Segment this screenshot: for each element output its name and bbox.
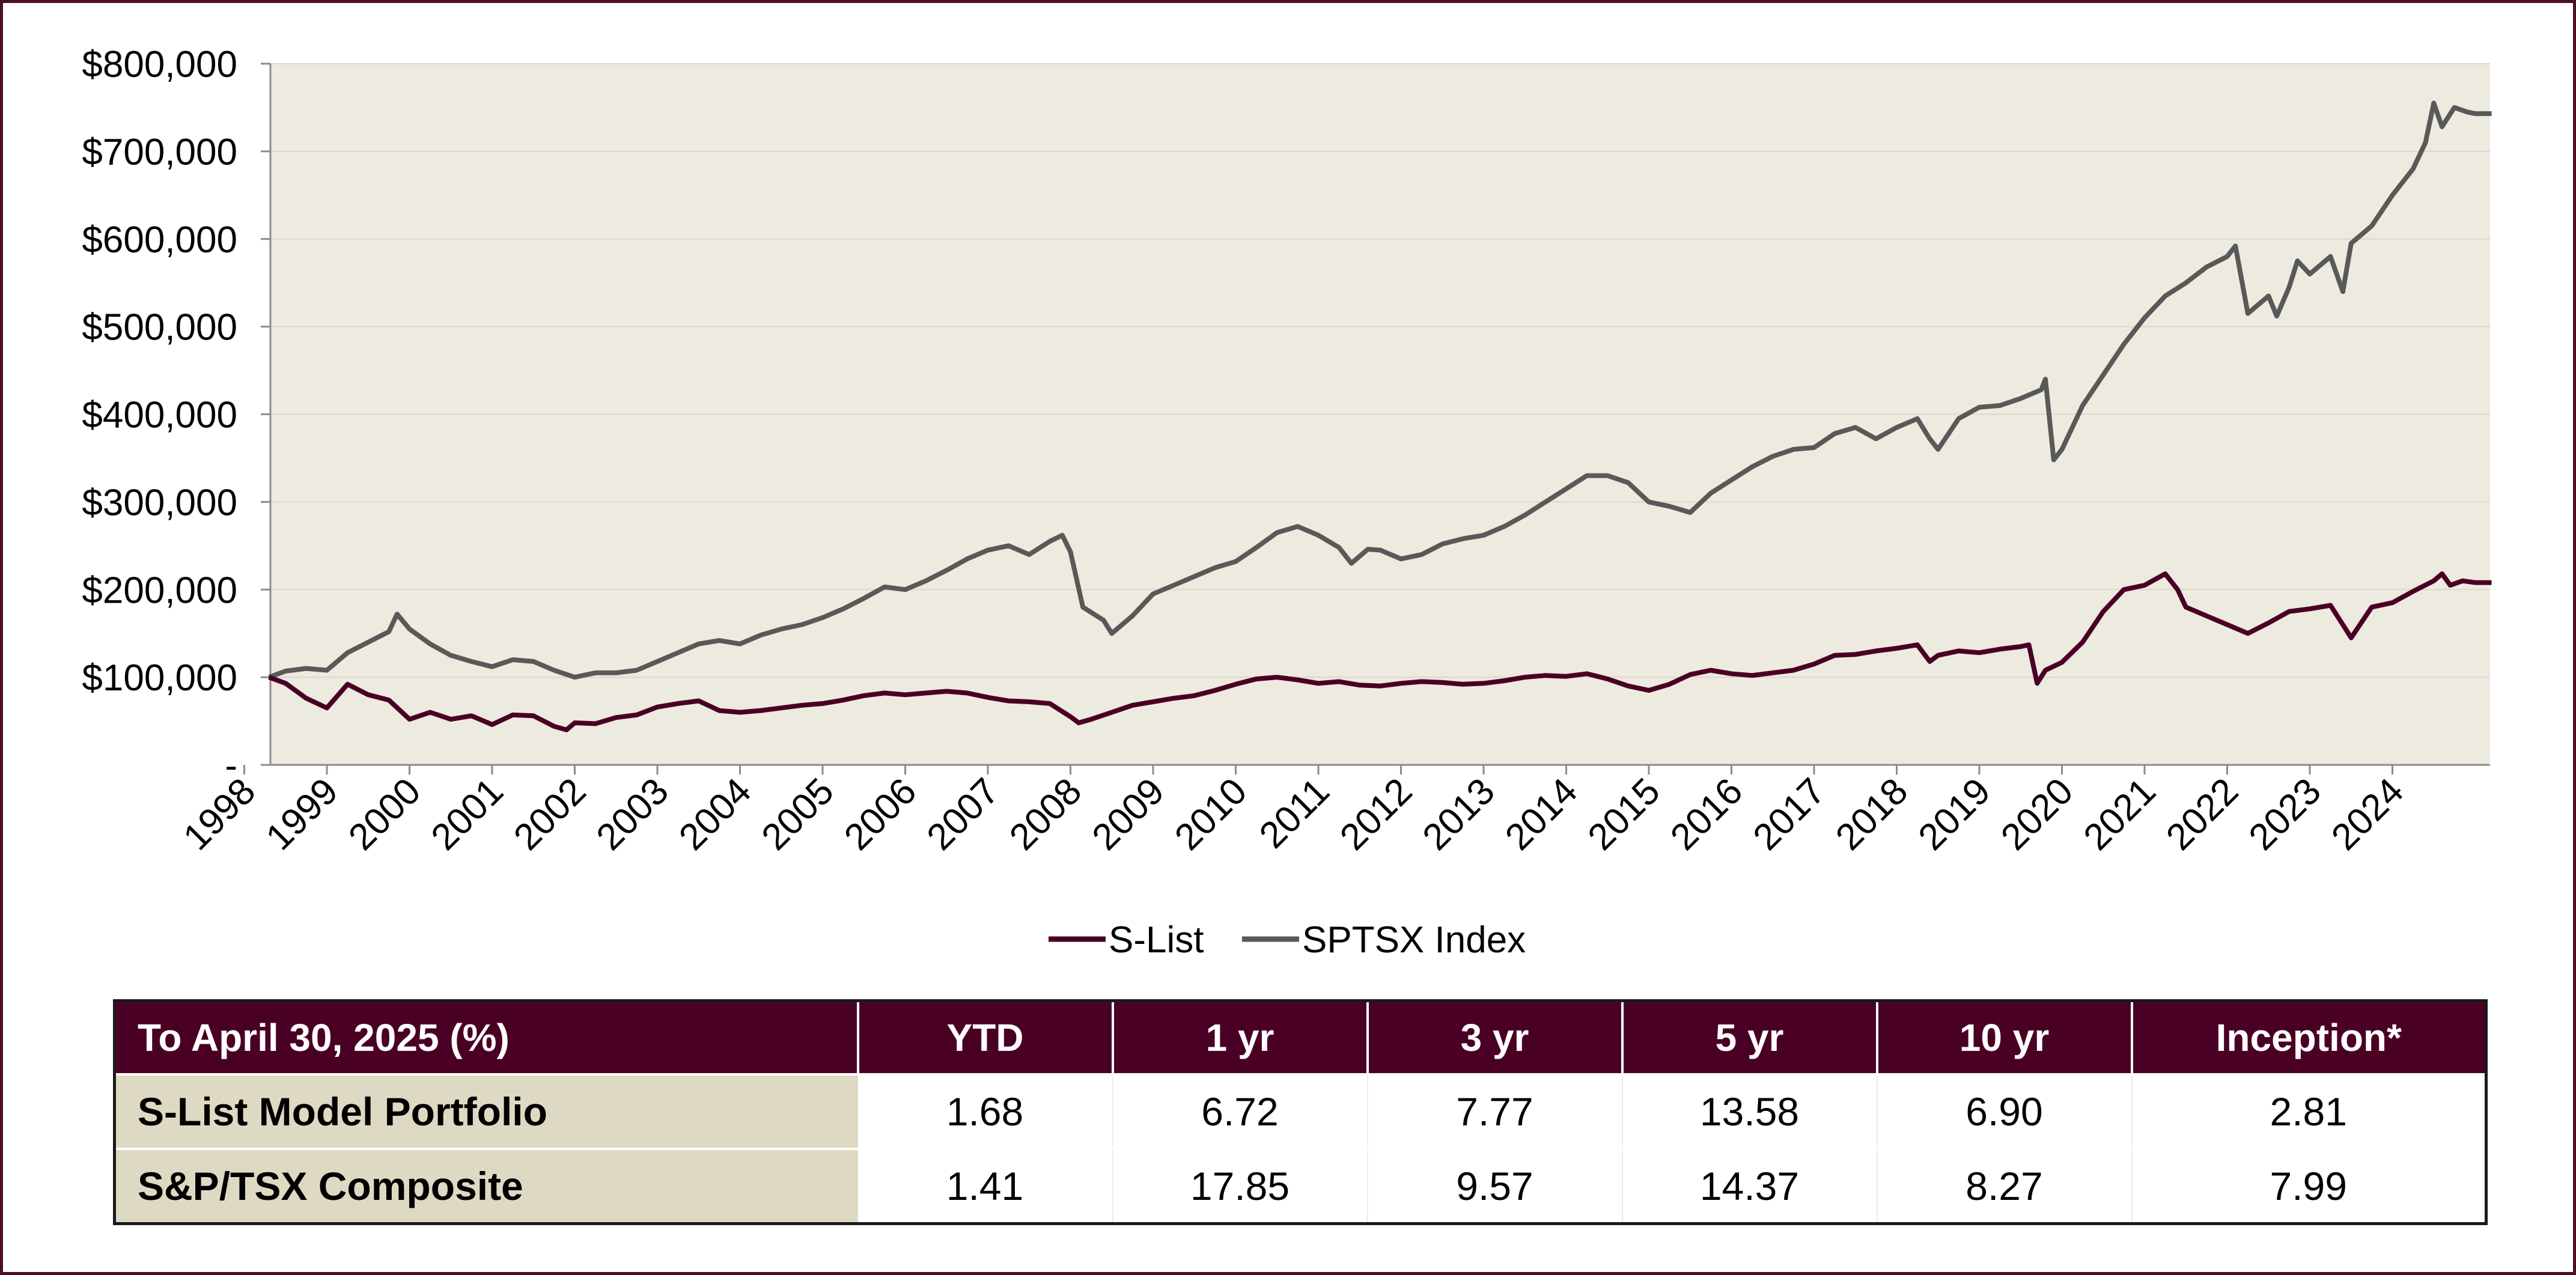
legend-label: SPTSX Index [1302, 919, 1526, 961]
x-tick-label: 2007 [919, 770, 1007, 858]
header-ytd: YTD [857, 1000, 1114, 1076]
x-tick-label: 2018 [1828, 770, 1916, 858]
y-tick-label: $100,000 [82, 657, 237, 699]
x-tick-label: 2001 [424, 770, 511, 858]
table-row: S&P/TSX Composite 1.41 17.85 9.57 14.37 … [114, 1149, 2486, 1224]
x-tick-label: 2009 [1085, 770, 1172, 858]
x-tick-label: 2005 [754, 770, 842, 858]
table-cell: 14.37 [1622, 1149, 1878, 1224]
x-tick-label: 2006 [836, 770, 924, 858]
legend-label: S-List [1109, 919, 1204, 961]
table-cell: 8.27 [1877, 1149, 2133, 1224]
table-row: S-List Model Portfolio 1.68 6.72 7.77 13… [114, 1074, 2486, 1150]
row-label: S&P/TSX Composite [114, 1149, 858, 1224]
x-tick-label: 2003 [589, 770, 677, 858]
table-cell: 13.58 [1622, 1074, 1878, 1150]
y-tick-label: $300,000 [82, 482, 237, 523]
x-tick-label: 2000 [341, 770, 428, 858]
row-label: S-List Model Portfolio [114, 1074, 858, 1150]
table-cell: 6.72 [1112, 1074, 1368, 1150]
series-lines [268, 100, 2492, 732]
x-axis-ticks: 1998199920002001200220032004200520062007… [175, 765, 2411, 858]
y-tick-label: $200,000 [82, 570, 237, 611]
y-tick-label: $600,000 [82, 219, 237, 261]
header-inception: Inception* [2131, 1000, 2486, 1076]
header-10yr: 10 yr [1877, 1000, 2133, 1076]
x-tick-label: 2015 [1580, 770, 1668, 858]
table-header-row: To April 30, 2025 (%) YTD 1 yr 3 yr 5 yr… [114, 1000, 2486, 1076]
series-line-s-list [268, 571, 2492, 732]
table-cell: 7.77 [1367, 1074, 1623, 1150]
x-tick-label: 2019 [1911, 770, 1999, 858]
series-line-sptsx [268, 100, 2492, 680]
x-tick-label: 2024 [2324, 770, 2411, 858]
x-tick-label: 1999 [258, 770, 346, 858]
y-tick-label: - [225, 745, 237, 787]
y-axis-ticks: - $100,000 $200,000 $300,000 $400,000 $500,00… [82, 44, 270, 787]
x-tick-label: 1998 [175, 770, 263, 858]
header-5yr: 5 yr [1622, 1000, 1878, 1076]
x-tick-label: 2016 [1663, 770, 1750, 858]
performance-table: To April 30, 2025 (%) YTD 1 yr 3 yr 5 yr… [113, 999, 2488, 1225]
x-tick-label: 2012 [1332, 770, 1420, 858]
y-tick-label: $800,000 [82, 44, 237, 85]
legend: S-List SPTSX Index [1049, 919, 1526, 961]
table-cell: 7.99 [2270, 1164, 2347, 1208]
x-tick-label: 2022 [2158, 770, 2246, 858]
x-tick-label: 2021 [2076, 770, 2164, 858]
x-tick-label: 2013 [1415, 770, 1503, 858]
y-tick-label: $400,000 [82, 395, 237, 436]
table-cell: 6.90 [1877, 1074, 2133, 1150]
table-cell: 9.57 [1367, 1149, 1623, 1224]
header-1yr: 1 yr [1112, 1000, 1369, 1076]
y-tick-label: $700,000 [82, 132, 237, 173]
x-tick-label: 2020 [1993, 770, 2081, 858]
x-tick-label: 2004 [671, 770, 759, 858]
x-tick-label: 2011 [1252, 770, 1338, 856]
table-cell: 2.81 [2131, 1074, 2486, 1150]
table-cell: 1.41 [857, 1149, 1113, 1224]
x-tick-label: 2014 [1497, 770, 1585, 858]
x-tick-label: 2008 [1002, 770, 1089, 858]
y-tick-label: $500,000 [82, 307, 237, 348]
line-chart: - $100,000 $200,000 $300,000 $400,000 $500,00… [82, 44, 2492, 961]
x-tick-label: 2010 [1167, 770, 1255, 858]
table-cell: 17.85 [1112, 1149, 1368, 1224]
table-cell: 1.68 [857, 1074, 1113, 1150]
x-tick-label: 2002 [506, 770, 594, 858]
x-tick-label: 2017 [1746, 770, 1833, 858]
x-tick-label: 2023 [2241, 770, 2329, 858]
header-3yr: 3 yr [1367, 1000, 1624, 1076]
gridlines [270, 63, 2490, 678]
header-period: To April 30, 2025 (%) [114, 1000, 859, 1076]
